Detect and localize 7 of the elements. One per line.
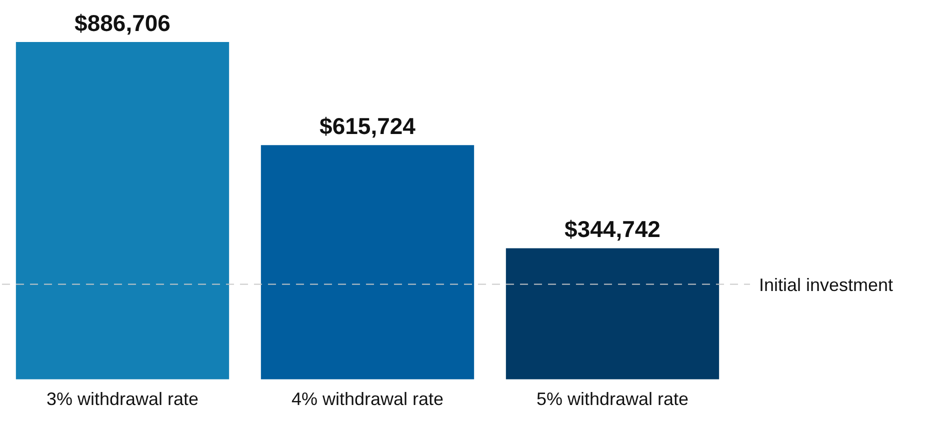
x-tick-label: 4% withdrawal rate bbox=[291, 389, 444, 410]
ref-line-label: Initial investment bbox=[759, 275, 894, 296]
data-label: $344,742 bbox=[564, 216, 660, 242]
x-tick-label: 3% withdrawal rate bbox=[46, 389, 199, 410]
data-label: $615,724 bbox=[320, 112, 416, 139]
x-tick-label: 5% withdrawal rate bbox=[536, 389, 689, 410]
data-label: $886,706 bbox=[74, 10, 170, 36]
